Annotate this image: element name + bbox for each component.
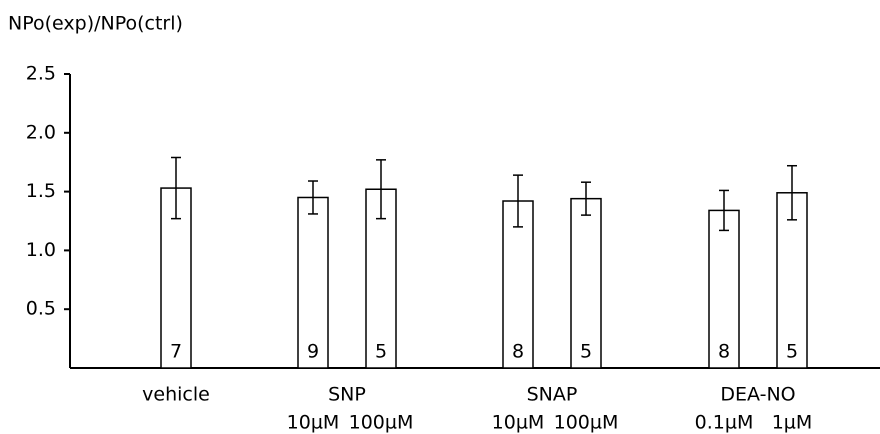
- y-tick-label: 1.5: [26, 180, 56, 202]
- n-label: 5: [375, 341, 387, 363]
- n-label: 9: [307, 341, 319, 363]
- x-sublabel: 10µM: [492, 412, 545, 434]
- bar: [708, 209, 740, 369]
- y-tick-label: 0.5: [26, 298, 56, 320]
- x-sublabel: 10µM: [287, 412, 340, 434]
- bar: [502, 200, 534, 369]
- y-tick-label: 1.0: [26, 239, 56, 261]
- n-label: 8: [718, 341, 730, 363]
- n-label: 5: [786, 341, 798, 363]
- x-sublabel: 100µM: [349, 412, 414, 434]
- group-label: SNP: [328, 384, 366, 406]
- group-label: DEA-NO: [720, 384, 795, 406]
- n-label: 7: [170, 341, 182, 363]
- x-sublabel: 0.1µM: [695, 412, 754, 434]
- n-label: 8: [512, 341, 524, 363]
- group-label: SNAP: [527, 384, 578, 406]
- y-tick-label: 2.5: [26, 63, 56, 85]
- y-axis-label: NPo(exp)/NPo(ctrl): [8, 13, 183, 35]
- n-label: 5: [580, 341, 592, 363]
- bar: [570, 197, 602, 369]
- group-label: vehicle: [142, 384, 210, 406]
- bar: [776, 192, 808, 369]
- y-tick-label: 2.0: [26, 121, 56, 143]
- x-sublabel: 1µM: [772, 412, 813, 434]
- x-sublabel: 100µM: [554, 412, 619, 434]
